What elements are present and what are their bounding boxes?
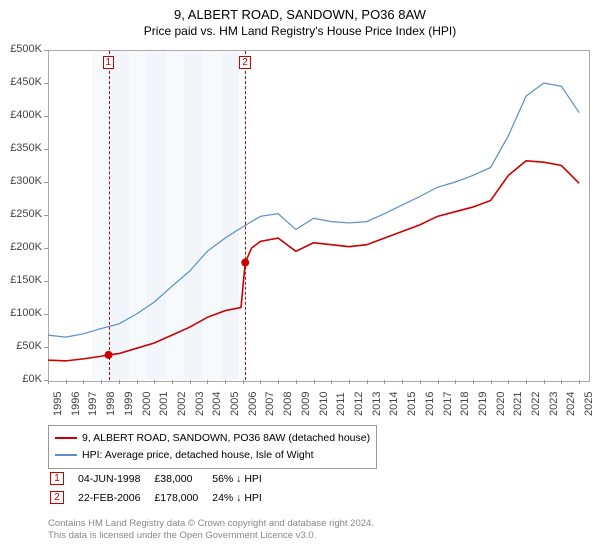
sales-row: 222-FEB-2006£178,00024% ↓ HPI (50, 489, 274, 506)
sale-point-2 (241, 259, 249, 267)
series-hpi (48, 83, 579, 337)
attribution-text: Contains HM Land Registry data © Crown c… (48, 518, 374, 543)
sale-point-1 (105, 351, 113, 359)
legend-box: 9, ALBERT ROAD, SANDOWN, PO36 8AW (detac… (48, 425, 377, 469)
legend-item: HPI: Average price, detached house, Isle… (55, 447, 370, 464)
legend-item: 9, ALBERT ROAD, SANDOWN, PO36 8AW (detac… (55, 430, 370, 447)
sales-row: 104-JUN-1998£38,00056% ↓ HPI (50, 470, 274, 487)
sales-table: 104-JUN-1998£38,00056% ↓ HPI 222-FEB-2006… (48, 468, 276, 508)
series-price (48, 161, 579, 361)
